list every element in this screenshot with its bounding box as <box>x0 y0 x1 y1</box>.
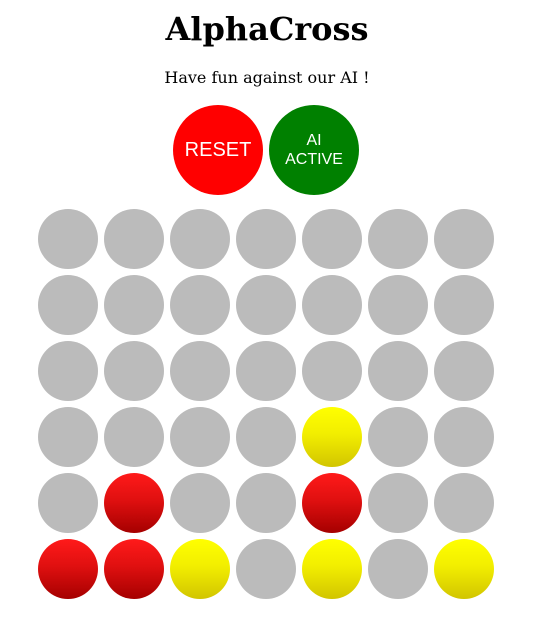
board-cell-empty[interactable] <box>434 341 494 401</box>
board-cell-empty[interactable] <box>236 473 296 533</box>
board-cell-empty[interactable] <box>368 275 428 335</box>
board-cell-empty[interactable] <box>368 407 428 467</box>
board-cell-empty[interactable] <box>104 209 164 269</box>
board-cell-empty[interactable] <box>104 407 164 467</box>
board-cell-empty[interactable] <box>170 341 230 401</box>
board-cell-empty[interactable] <box>236 275 296 335</box>
board-cell-empty[interactable] <box>38 473 98 533</box>
board-cell-empty[interactable] <box>368 341 428 401</box>
board-cell-empty[interactable] <box>38 407 98 467</box>
board-cell-empty[interactable] <box>236 407 296 467</box>
board-cell-empty[interactable] <box>236 209 296 269</box>
board-cell-yellow-disc[interactable] <box>302 539 362 599</box>
board-cell-empty[interactable] <box>236 539 296 599</box>
board-cell-empty[interactable] <box>302 341 362 401</box>
board-cell-empty[interactable] <box>170 407 230 467</box>
board-cell-empty[interactable] <box>368 209 428 269</box>
page-subtitle: Have fun against our AI ! <box>164 68 370 87</box>
board-cell-empty[interactable] <box>302 209 362 269</box>
ai-button-label-line1: AI <box>306 132 322 149</box>
board-cell-red-disc[interactable] <box>38 539 98 599</box>
board-cell-empty[interactable] <box>104 275 164 335</box>
reset-button[interactable]: RESET <box>173 105 263 195</box>
board-cell-empty[interactable] <box>434 275 494 335</box>
page-title: AlphaCross <box>165 10 369 48</box>
board-cell-empty[interactable] <box>368 473 428 533</box>
board-cell-red-disc[interactable] <box>104 539 164 599</box>
board-cell-empty[interactable] <box>104 341 164 401</box>
board-cell-empty[interactable] <box>170 275 230 335</box>
board-cell-empty[interactable] <box>434 407 494 467</box>
board-cell-yellow-disc[interactable] <box>434 539 494 599</box>
board-cell-yellow-disc[interactable] <box>302 407 362 467</box>
board-cell-empty[interactable] <box>368 539 428 599</box>
game-board <box>35 206 497 602</box>
ai-toggle-button[interactable]: AI ACTIVE <box>269 105 359 195</box>
board-cell-red-disc[interactable] <box>104 473 164 533</box>
board-cell-empty[interactable] <box>170 473 230 533</box>
board-cell-empty[interactable] <box>302 275 362 335</box>
board-cell-empty[interactable] <box>38 275 98 335</box>
board-cell-empty[interactable] <box>38 341 98 401</box>
board-cell-empty[interactable] <box>38 209 98 269</box>
board-cell-yellow-disc[interactable] <box>170 539 230 599</box>
board-cell-empty[interactable] <box>434 473 494 533</box>
board-cell-empty[interactable] <box>434 209 494 269</box>
board-cell-red-disc[interactable] <box>302 473 362 533</box>
board-cell-empty[interactable] <box>170 209 230 269</box>
ai-button-label-line2: ACTIVE <box>285 151 343 168</box>
reset-button-label: RESET <box>184 138 252 161</box>
board-cell-empty[interactable] <box>236 341 296 401</box>
